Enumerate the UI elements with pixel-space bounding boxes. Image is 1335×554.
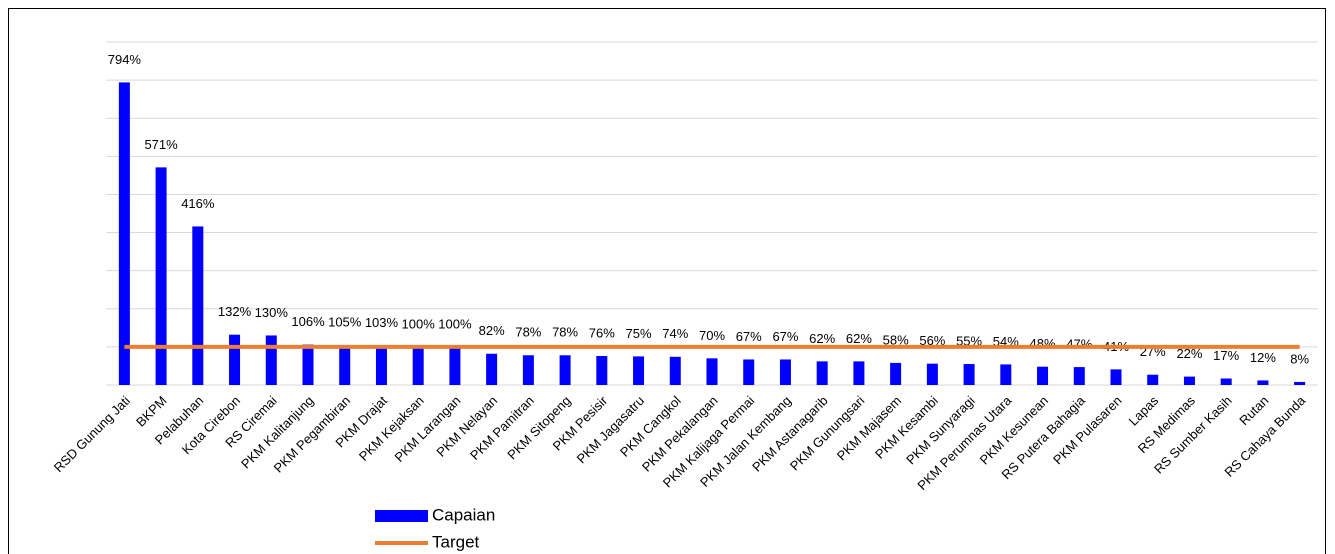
bar [375,345,387,385]
x-tick-label: PKM Pulasaren [1050,393,1124,467]
x-tick-label: RSD Gunung Jati [51,393,133,475]
x-tick-label: PKM Majasem [834,393,904,463]
legend-label: Target [432,532,480,551]
data-label: 67% [736,329,762,344]
data-label: 132% [218,304,252,319]
data-label: 47% [1066,337,1092,352]
bar [522,355,534,385]
x-tick-label: PKM Pamitran [467,393,537,463]
data-label: 62% [809,331,835,346]
data-label: 58% [883,332,909,347]
bar [1110,369,1122,385]
bar [1220,378,1232,385]
data-label: 67% [772,329,798,344]
bar [155,167,167,385]
bar [1000,364,1012,385]
data-label: 82% [479,323,505,338]
bar [963,364,975,385]
data-label: 103% [365,315,399,330]
data-label: 75% [626,326,652,341]
data-label: 130% [255,305,289,320]
bar [1257,380,1269,385]
data-label: 17% [1213,348,1239,363]
data-label: 55% [956,333,982,348]
data-label: 76% [589,325,615,340]
bar [1037,366,1049,385]
bar [1073,367,1085,385]
bar [559,355,571,385]
bar [302,344,314,385]
bar [779,359,791,385]
data-label: 8% [1290,351,1309,366]
data-label: 78% [552,325,578,340]
data-label: 70% [699,328,725,343]
bar [192,226,204,385]
bar [669,356,681,385]
bar [229,334,241,385]
bar [1183,376,1195,385]
data-label: 12% [1250,350,1276,365]
bar [816,361,828,385]
bar [1294,381,1306,385]
bar [265,335,277,385]
bar [890,362,902,385]
data-label: 78% [515,325,541,340]
data-label: 794% [108,52,142,67]
data-label: 100% [438,316,472,331]
data-label: 56% [919,333,945,348]
data-label: 22% [1176,346,1202,361]
legend-label: Capaian [432,505,495,524]
bar [633,356,645,385]
chart-border [8,8,1326,554]
bar [853,361,865,385]
data-label: 48% [1030,336,1056,351]
data-label: 105% [328,314,362,329]
data-label: 100% [402,316,436,331]
bar [596,356,608,385]
bar [1147,374,1159,385]
bar [412,346,424,385]
bar [486,353,498,385]
bar [706,358,718,385]
data-label: 106% [291,314,325,329]
data-label: 74% [662,326,688,341]
data-label: 571% [144,137,178,152]
bar [449,346,461,385]
bar [339,344,351,385]
bar [118,82,130,386]
data-label: 416% [181,196,215,211]
bar [743,359,755,385]
x-tick-label: Rutan [1236,393,1271,428]
legend-swatch [375,510,428,522]
data-label: 62% [846,331,872,346]
bar [926,363,938,385]
